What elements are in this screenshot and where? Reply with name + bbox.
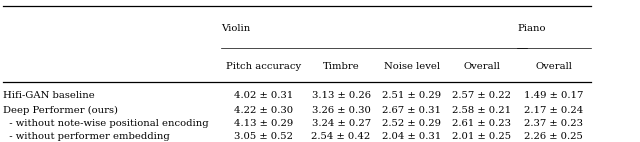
Text: 3.05 ± 0.52: 3.05 ± 0.52 <box>234 132 293 141</box>
Text: 4.13 ± 0.29: 4.13 ± 0.29 <box>234 119 293 128</box>
Text: 1.49 ± 0.17: 1.49 ± 0.17 <box>524 91 584 100</box>
Text: 2.57 ± 0.22: 2.57 ± 0.22 <box>452 91 511 100</box>
Text: 2.52 ± 0.29: 2.52 ± 0.29 <box>382 119 441 128</box>
Text: 2.01 ± 0.25: 2.01 ± 0.25 <box>452 132 511 141</box>
Text: 2.26 ± 0.25: 2.26 ± 0.25 <box>525 132 583 141</box>
Text: - without performer embedding: - without performer embedding <box>3 132 170 141</box>
Text: 2.61 ± 0.23: 2.61 ± 0.23 <box>452 119 511 128</box>
Text: 2.67 ± 0.31: 2.67 ± 0.31 <box>382 106 441 115</box>
Text: 2.54 ± 0.42: 2.54 ± 0.42 <box>312 132 371 141</box>
Text: Timbre: Timbre <box>323 61 360 71</box>
Text: Pitch accuracy: Pitch accuracy <box>226 61 301 71</box>
Text: 4.22 ± 0.30: 4.22 ± 0.30 <box>234 106 293 115</box>
Text: Piano: Piano <box>517 24 546 33</box>
Text: Noise level: Noise level <box>383 61 440 71</box>
Text: Overall: Overall <box>536 61 572 71</box>
Text: Overall: Overall <box>463 61 500 71</box>
Text: 2.51 ± 0.29: 2.51 ± 0.29 <box>382 91 441 100</box>
Text: 3.26 ± 0.30: 3.26 ± 0.30 <box>312 106 371 115</box>
Text: Deep Performer (ours): Deep Performer (ours) <box>3 106 118 115</box>
Text: 2.17 ± 0.24: 2.17 ± 0.24 <box>524 106 584 115</box>
Text: 3.13 ± 0.26: 3.13 ± 0.26 <box>312 91 371 100</box>
Text: 3.24 ± 0.27: 3.24 ± 0.27 <box>312 119 371 128</box>
Text: Hifi-GAN baseline: Hifi-GAN baseline <box>3 91 95 100</box>
Text: 2.04 ± 0.31: 2.04 ± 0.31 <box>382 132 441 141</box>
Text: Violin: Violin <box>221 24 250 33</box>
Text: 2.37 ± 0.23: 2.37 ± 0.23 <box>524 119 584 128</box>
Text: 2.58 ± 0.21: 2.58 ± 0.21 <box>452 106 511 115</box>
Text: 4.02 ± 0.31: 4.02 ± 0.31 <box>234 91 293 100</box>
Text: - without note-wise positional encoding: - without note-wise positional encoding <box>3 119 209 128</box>
